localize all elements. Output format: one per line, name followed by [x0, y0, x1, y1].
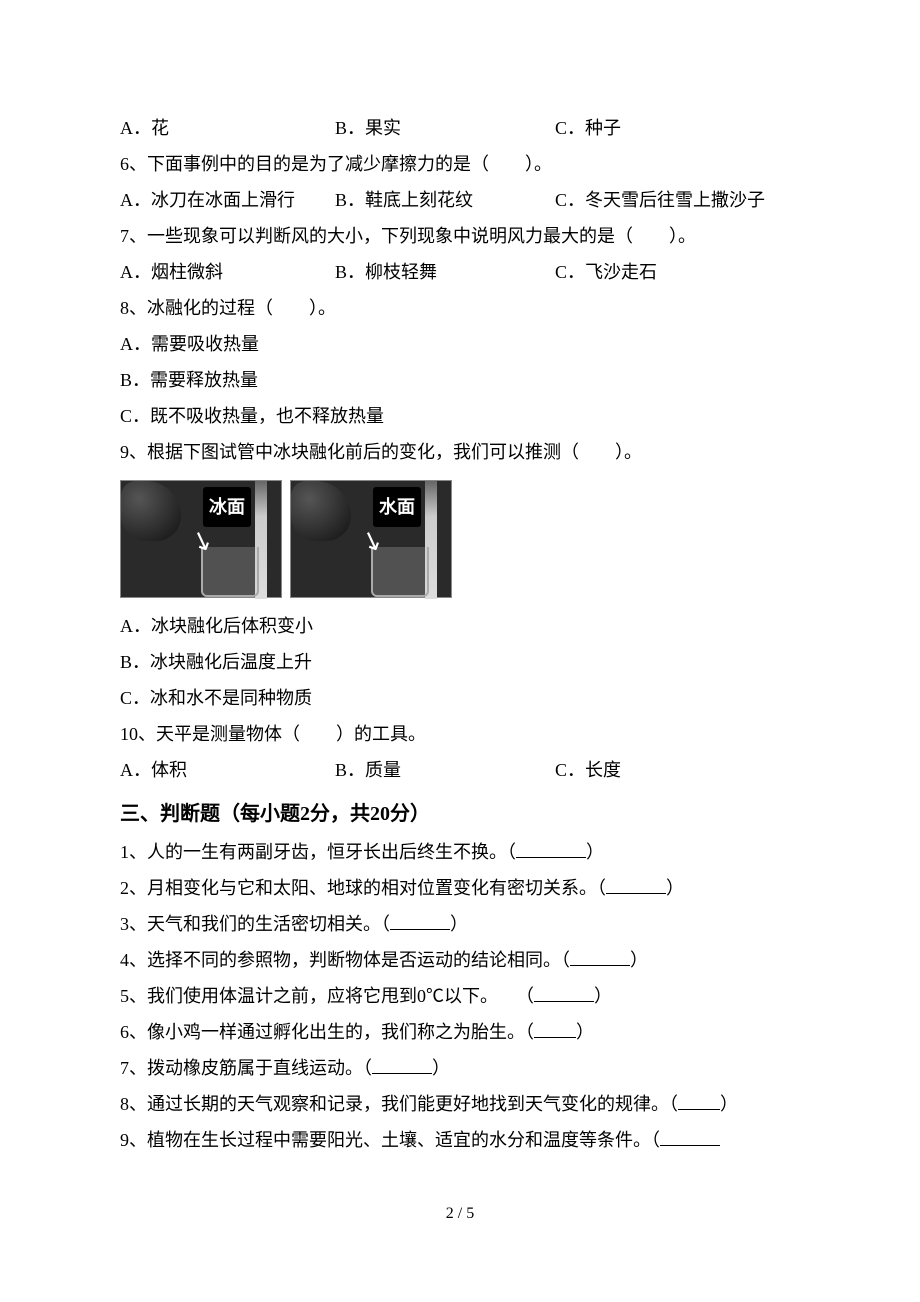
q6-stem: 6、下面事例中的目的是为了减少摩擦力的是（ ）。: [120, 146, 800, 182]
q9-image-after: ↘ 水面: [290, 480, 452, 598]
q9-stem: 9、根据下图试管中冰块融化前后的变化，我们可以推测（ ）。: [120, 434, 800, 470]
cup-icon: [371, 547, 429, 597]
img1-label: 冰面: [203, 487, 251, 527]
j1-text: 1、人的一生有两副牙齿，恒牙长出后终生不换。（: [120, 842, 516, 862]
hand-icon: [121, 481, 181, 541]
j4-close: ）: [630, 950, 648, 970]
q9-opt-b: B．冰块融化后温度上升: [120, 644, 800, 680]
j9-blank[interactable]: [660, 1128, 720, 1146]
q8-opt-a: A．需要吸收热量: [120, 326, 800, 362]
q6-opt-b: B．鞋底上刻花纹: [335, 182, 555, 218]
j5-blank[interactable]: [534, 984, 594, 1002]
q8-opt-b: B．需要释放热量: [120, 362, 800, 398]
q7-opt-c: C．飞沙走石: [555, 254, 657, 290]
j1-close: ）: [586, 842, 604, 862]
q10-stem: 10、天平是测量物体（ ）的工具。: [120, 716, 800, 752]
q10-options: A．体积 B．质量 C．长度: [120, 752, 800, 788]
j6-close: ）: [576, 1022, 594, 1042]
q9-opt-c: C．冰和水不是同种物质: [120, 680, 800, 716]
hand-icon: [291, 481, 351, 541]
q7-opt-a: A．烟柱微斜: [120, 254, 335, 290]
judge-7: 7、拨动橡皮筋属于直线运动。（ ）: [120, 1050, 800, 1086]
q8-opt-c: C．既不吸收热量，也不释放热量: [120, 398, 800, 434]
j2-close: ）: [666, 878, 684, 898]
q7-opt-b: B．柳枝轻舞: [335, 254, 555, 290]
j8-blank[interactable]: [678, 1092, 720, 1110]
section3-title: 三、判断题（每小题2分，共20分）: [120, 794, 800, 834]
j3-text: 3、天气和我们的生活密切相关。（: [120, 914, 390, 934]
q10-opt-c: C．长度: [555, 752, 621, 788]
judge-2: 2、月相变化与它和太阳、地球的相对位置变化有密切关系。（ ）: [120, 870, 800, 906]
q10-opt-b: B．质量: [335, 752, 555, 788]
q6-options: A．冰刀在冰面上滑行 B．鞋底上刻花纹 C．冬天雪后往雪上撒沙子: [120, 182, 800, 218]
judge-6: 6、像小鸡一样通过孵化出生的，我们称之为胎生。（ ）: [120, 1014, 800, 1050]
j6-blank[interactable]: [534, 1020, 576, 1038]
j4-text: 4、选择不同的参照物，判断物体是否运动的结论相同。（: [120, 950, 570, 970]
j8-text: 8、通过长期的天气观察和记录，我们能更好地找到天气变化的规律。（: [120, 1094, 678, 1114]
q9-image-before: ↘ 冰面: [120, 480, 282, 598]
q9-images: ↘ 冰面 ↘ 水面: [120, 480, 800, 598]
q5-opt-a: A．花: [120, 110, 335, 146]
q5-opt-b: B．果实: [335, 110, 555, 146]
page-number: 2 / 5: [120, 1198, 800, 1230]
q5-options: A．花 B．果实 C．种子: [120, 110, 800, 146]
judge-4: 4、选择不同的参照物，判断物体是否运动的结论相同。（ ）: [120, 942, 800, 978]
j5-close: ）: [594, 986, 612, 1006]
q6-opt-a: A．冰刀在冰面上滑行: [120, 182, 335, 218]
j3-close: ）: [450, 914, 468, 934]
judge-9: 9、植物在生长过程中需要阳光、土壤、适宜的水分和温度等条件。（: [120, 1122, 800, 1158]
img2-label: 水面: [373, 487, 421, 527]
judge-1: 1、人的一生有两副牙齿，恒牙长出后终生不换。（ ）: [120, 834, 800, 870]
j2-blank[interactable]: [606, 876, 666, 894]
j2-text: 2、月相变化与它和太阳、地球的相对位置变化有密切关系。（: [120, 878, 606, 898]
j8-close: ）: [720, 1094, 738, 1114]
j5-text: 5、我们使用体温计之前，应将它甩到0℃以下。 （: [120, 986, 534, 1006]
cup-icon: [201, 547, 259, 597]
q9-opt-a: A．冰块融化后体积变小: [120, 608, 800, 644]
j9-text: 9、植物在生长过程中需要阳光、土壤、适宜的水分和温度等条件。（: [120, 1130, 660, 1150]
j3-blank[interactable]: [390, 912, 450, 930]
j4-blank[interactable]: [570, 948, 630, 966]
q10-opt-a: A．体积: [120, 752, 335, 788]
j7-blank[interactable]: [372, 1056, 432, 1074]
judge-8: 8、通过长期的天气观察和记录，我们能更好地找到天气变化的规律。（ ）: [120, 1086, 800, 1122]
q6-opt-c: C．冬天雪后往雪上撒沙子: [555, 182, 765, 218]
judge-3: 3、天气和我们的生活密切相关。（ ）: [120, 906, 800, 942]
q7-options: A．烟柱微斜 B．柳枝轻舞 C．飞沙走石: [120, 254, 800, 290]
j1-blank[interactable]: [516, 840, 586, 858]
q5-opt-c: C．种子: [555, 110, 621, 146]
q8-stem: 8、冰融化的过程（ ）。: [120, 290, 800, 326]
judge-5: 5、我们使用体温计之前，应将它甩到0℃以下。 （ ）: [120, 978, 800, 1014]
j6-text: 6、像小鸡一样通过孵化出生的，我们称之为胎生。（: [120, 1022, 534, 1042]
q7-stem: 7、一些现象可以判断风的大小，下列现象中说明风力最大的是（ ）。: [120, 218, 800, 254]
j7-text: 7、拨动橡皮筋属于直线运动。（: [120, 1058, 372, 1078]
j7-close: ）: [432, 1058, 450, 1078]
